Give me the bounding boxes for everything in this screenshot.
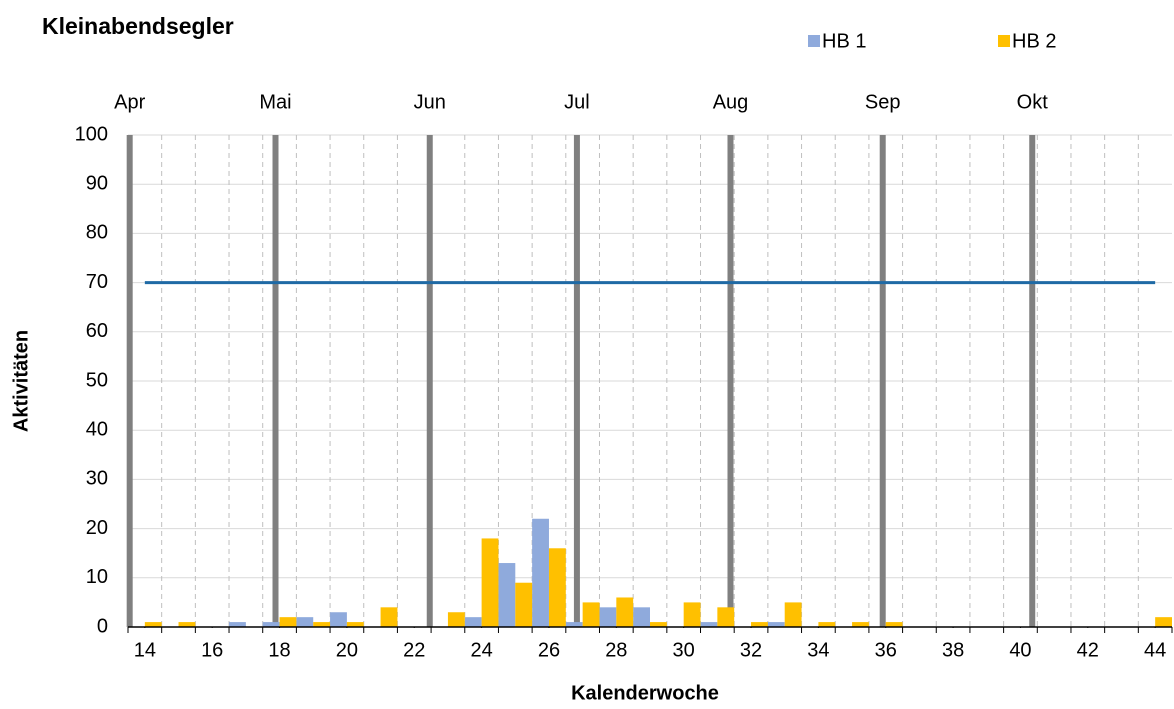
bar bbox=[548, 548, 566, 627]
y-axis-label: Aktivitäten bbox=[10, 330, 32, 432]
bar bbox=[144, 622, 162, 627]
y-tick-label: 80 bbox=[86, 222, 108, 244]
bar bbox=[717, 607, 735, 627]
bar bbox=[532, 518, 549, 627]
bar bbox=[751, 622, 768, 627]
bar bbox=[767, 622, 785, 627]
month-label: Aug bbox=[713, 91, 749, 113]
y-tick-label: 20 bbox=[86, 517, 108, 539]
x-tick-label: 28 bbox=[605, 639, 627, 661]
bar bbox=[565, 622, 583, 627]
bar bbox=[313, 622, 331, 627]
y-tick-label: 40 bbox=[86, 418, 108, 440]
legend-swatch bbox=[808, 35, 820, 47]
x-tick-label: 44 bbox=[1144, 639, 1166, 661]
bar bbox=[818, 622, 836, 627]
bar bbox=[279, 617, 297, 627]
bar bbox=[650, 622, 667, 627]
y-tick-label: 30 bbox=[86, 468, 108, 490]
month-label: Jun bbox=[414, 91, 446, 113]
legend-label: HB 2 bbox=[1012, 30, 1056, 52]
x-tick-label: 24 bbox=[470, 639, 492, 661]
legend-swatch bbox=[998, 35, 1010, 47]
bar bbox=[178, 622, 196, 627]
x-tick-label: 14 bbox=[134, 639, 156, 661]
legend-label: HB 1 bbox=[822, 30, 866, 52]
bar bbox=[683, 602, 701, 627]
y-tick-label: 60 bbox=[86, 320, 108, 342]
bar bbox=[380, 607, 398, 627]
x-tick-label: 18 bbox=[268, 639, 290, 661]
y-tick-label: 50 bbox=[86, 369, 108, 391]
bar bbox=[229, 622, 246, 627]
bar bbox=[296, 617, 314, 627]
bar bbox=[464, 617, 482, 627]
x-tick-label: 22 bbox=[403, 639, 425, 661]
bar bbox=[599, 607, 617, 627]
y-tick-label: 100 bbox=[75, 123, 108, 145]
y-tick-label: 90 bbox=[86, 172, 108, 194]
bar bbox=[262, 622, 280, 627]
bar bbox=[633, 607, 650, 627]
bar bbox=[498, 563, 516, 627]
x-tick-label: 42 bbox=[1077, 639, 1099, 661]
bar bbox=[700, 622, 718, 627]
bar bbox=[330, 612, 347, 627]
month-label: Okt bbox=[1017, 91, 1049, 113]
y-tick-label: 0 bbox=[97, 615, 108, 637]
bar bbox=[852, 622, 869, 627]
x-tick-label: 32 bbox=[740, 639, 762, 661]
bar bbox=[1155, 617, 1172, 627]
bar bbox=[515, 582, 533, 627]
x-tick-label: 26 bbox=[538, 639, 560, 661]
month-label: Apr bbox=[114, 91, 145, 113]
bar bbox=[616, 597, 634, 627]
x-tick-label: 38 bbox=[942, 639, 964, 661]
bar bbox=[346, 622, 364, 627]
x-tick-label: 36 bbox=[875, 639, 897, 661]
bar bbox=[447, 612, 465, 627]
month-label: Mai bbox=[259, 91, 291, 113]
bar bbox=[885, 622, 903, 627]
x-tick-label: 30 bbox=[673, 639, 695, 661]
bar bbox=[582, 602, 600, 627]
x-tick-label: 40 bbox=[1009, 639, 1031, 661]
x-tick-label: 34 bbox=[807, 639, 829, 661]
x-axis-label: Kalenderwoche bbox=[571, 682, 719, 704]
y-tick-label: 10 bbox=[86, 566, 108, 588]
bar bbox=[784, 602, 802, 627]
y-tick-label: 70 bbox=[86, 271, 108, 293]
chart-title: Kleinabendsegler bbox=[42, 13, 234, 39]
x-tick-label: 16 bbox=[201, 639, 223, 661]
month-label: Sep bbox=[865, 91, 901, 113]
month-label: Jul bbox=[564, 91, 590, 113]
bar bbox=[481, 538, 499, 627]
x-tick-label: 20 bbox=[336, 639, 358, 661]
